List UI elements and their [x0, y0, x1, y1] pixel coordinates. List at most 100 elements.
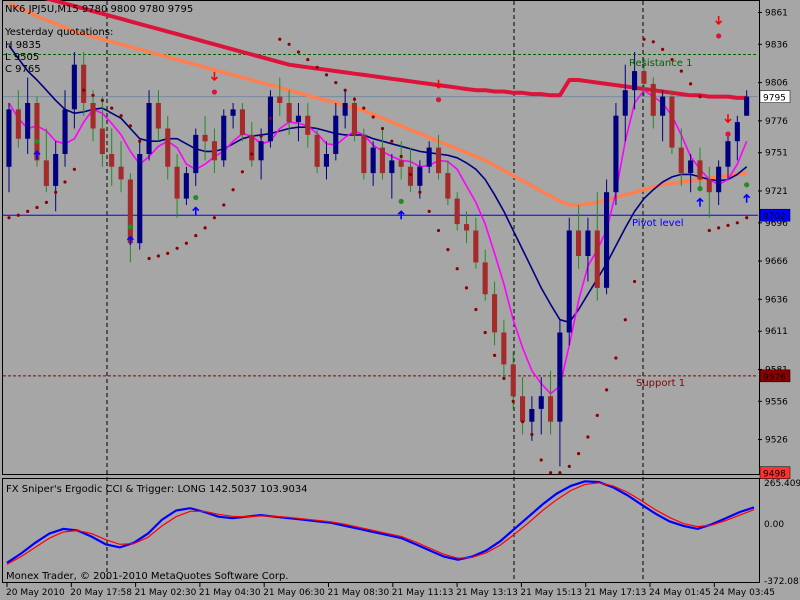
sar-dot [82, 88, 86, 92]
sell-dot [716, 33, 722, 39]
sar-dot [231, 188, 235, 192]
candle-body [407, 166, 413, 186]
candle-body [604, 192, 610, 288]
candle-body [725, 141, 731, 167]
candle-body [155, 103, 161, 129]
sar-dot [651, 40, 655, 44]
price-tick-label: 9836 [765, 40, 788, 50]
candle-body [548, 396, 554, 422]
sar-dot [100, 98, 104, 102]
candle-body [193, 134, 199, 174]
candle-body [221, 115, 227, 161]
sar-dot [72, 167, 76, 171]
sell-arrow [724, 114, 732, 124]
candle-body [351, 103, 357, 135]
time-tick-label: 21 May 11:13 [392, 588, 454, 598]
grid-lines [106, 1, 644, 582]
buy-dot [127, 224, 133, 230]
candle-body [641, 71, 647, 84]
candle-body [249, 134, 255, 161]
price-tick-label: 9776 [765, 117, 788, 127]
sar-dot [418, 190, 422, 194]
candle-body [361, 134, 367, 174]
trigger-line [6, 482, 755, 565]
buy-dot [744, 182, 750, 188]
sar-dot [577, 452, 581, 456]
sar-dot [63, 180, 67, 184]
candle-body [688, 160, 694, 174]
candle-body [501, 332, 507, 365]
ma-line-0 [8, 89, 748, 395]
sar-dot [745, 216, 749, 220]
sar-dot [614, 356, 618, 360]
candle-body [118, 166, 124, 180]
candle-body [697, 160, 703, 180]
sar-dot [446, 248, 450, 252]
buy-arrow [397, 210, 405, 220]
sar-dot [707, 228, 711, 233]
sar-dot [623, 318, 627, 322]
sell-dot [211, 89, 218, 95]
candle-body [529, 409, 535, 422]
sar-dot [324, 73, 329, 77]
sell-dot [725, 131, 731, 137]
candle-body [202, 134, 208, 142]
candle-body [43, 160, 49, 186]
pivot-price-marker-box [759, 208, 791, 222]
sar-dot [212, 216, 216, 220]
price-tick-label: 9721 [765, 187, 788, 197]
candle-body [71, 64, 77, 110]
sar-dot [605, 388, 609, 392]
price-tick-label: 9611 [765, 327, 788, 337]
sar-dot [399, 154, 403, 159]
sell-arrow [715, 15, 723, 26]
sar-dot [91, 93, 95, 97]
sar-dot [633, 279, 637, 284]
candle-body [650, 83, 656, 116]
time-tick-label: 20 May 17:58 [70, 588, 132, 598]
candle-body [370, 147, 376, 174]
candle-body [15, 109, 21, 139]
candle-body [81, 64, 87, 103]
sar-dot [240, 170, 244, 174]
time-tick-label: 21 May 08:30 [328, 588, 390, 598]
time-tick-label: 21 May 02:30 [135, 588, 197, 598]
indicator-title: FX Sniper's Ergodic CCI & Trigger: LONG … [6, 484, 308, 495]
sar-dot [698, 95, 702, 99]
candle-body [333, 115, 339, 154]
candle-body [295, 115, 301, 123]
sar-dot [408, 172, 413, 176]
price-tick-label: 9636 [765, 295, 788, 305]
price-tick-label: 9806 [765, 79, 788, 89]
yesterday-close: C 9765 [5, 64, 41, 75]
sar-dot [343, 88, 347, 92]
sar-dot [119, 114, 123, 118]
buy-dot [398, 198, 404, 204]
yesterday-high: H 9835 [5, 40, 41, 51]
buy-arrow [192, 206, 200, 216]
sar-dot [371, 115, 375, 119]
sar-dot [203, 226, 207, 230]
candle-body [436, 147, 442, 174]
candle-body [632, 71, 638, 91]
sell-dot [435, 97, 442, 103]
candle-body [323, 154, 329, 167]
sar-dot [250, 152, 254, 156]
sell-arrow [210, 72, 218, 82]
sar-dot [427, 209, 431, 213]
buy-dot [697, 186, 703, 192]
buy-arrow [696, 197, 704, 207]
sar-dot [567, 464, 571, 468]
buy-arrow [126, 235, 134, 245]
ma-line-3 [44, 0, 747, 100]
candle-body [716, 166, 722, 193]
symbol-line: NK6 JPJ5U,M15 9780 9800 9780 9795 [5, 4, 193, 15]
current-price-marker-box [759, 90, 791, 103]
footer-copyright: Monex Trader, © 2001-2010 MetaQuotes Sof… [6, 571, 289, 582]
ma-line-2 [8, 1, 747, 207]
candle-body [445, 173, 451, 199]
price-tick-label: 9556 [765, 397, 788, 407]
candle-body [464, 224, 470, 231]
sar-dot [296, 50, 301, 54]
sar-dot [16, 213, 20, 217]
